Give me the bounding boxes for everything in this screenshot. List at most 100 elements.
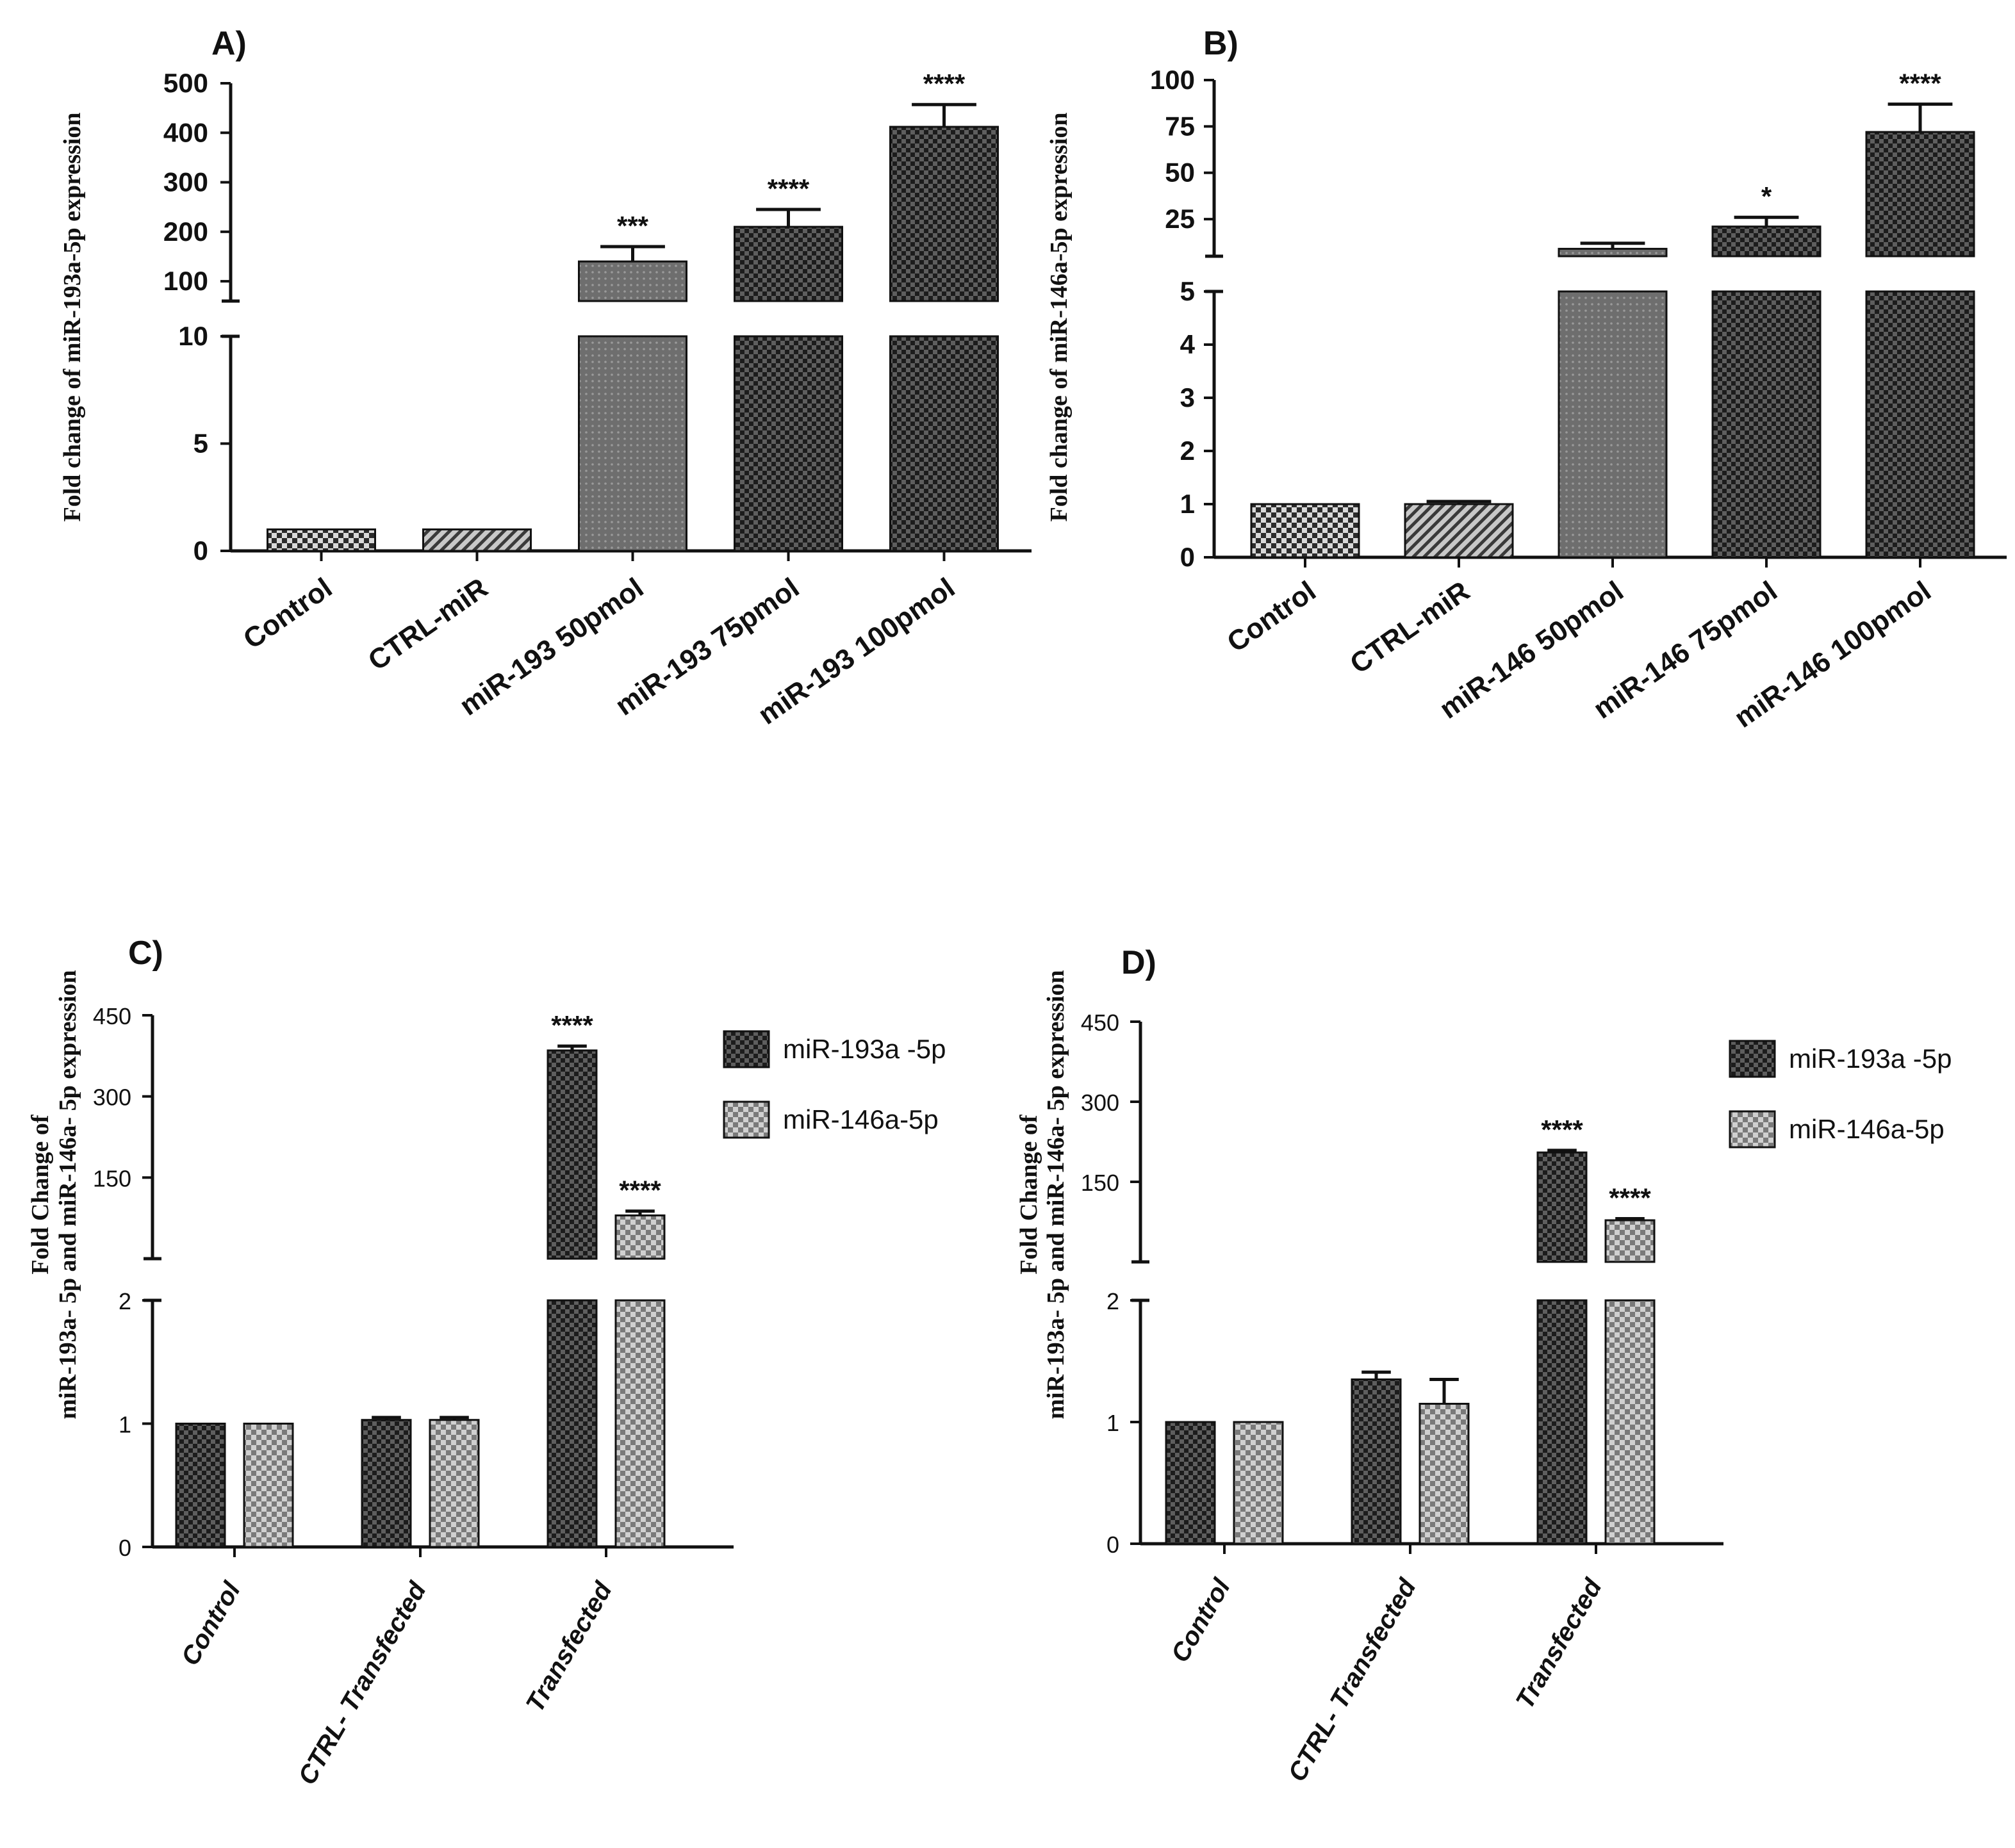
y-axis-label: Fold change of miR-193a-5p expression [59, 113, 86, 522]
bar [422, 528, 532, 552]
significance-marker: **** [619, 1175, 661, 1206]
y-tick-label: 10 [178, 321, 208, 351]
y-tick-label: 2 [1106, 1288, 1119, 1314]
y-axis-label: Fold change of miR-146a-5p expression [1046, 113, 1073, 522]
bar-upper [1711, 225, 1822, 258]
bar-upper [578, 260, 687, 302]
significance-marker: **** [1899, 69, 1941, 99]
x-tick-label: Control [176, 1577, 247, 1671]
bar-upper [889, 126, 999, 302]
y-tick-label: 450 [93, 1003, 131, 1029]
panel-letter: D) [1121, 944, 1156, 981]
y-tick-label: 150 [93, 1165, 131, 1191]
bar-upper [547, 1049, 598, 1260]
y-tick-label: 300 [93, 1084, 131, 1111]
legend-swatch [723, 1030, 770, 1068]
legend-swatch [1729, 1040, 1776, 1078]
panel-letter: C) [128, 935, 163, 972]
y-tick-label: 100 [163, 266, 208, 296]
x-tick-label: CTRL-miR [363, 572, 493, 677]
legend-swatch [1729, 1110, 1776, 1149]
bar [578, 335, 687, 552]
y-tick-label: 1 [119, 1412, 131, 1438]
y-tick-label: 5 [193, 429, 208, 459]
bar [429, 1419, 480, 1548]
significance-marker: **** [551, 1010, 593, 1040]
y-tick-label: 450 [1081, 1010, 1119, 1036]
bar [243, 1423, 294, 1548]
y-tick-label: 50 [1165, 158, 1195, 188]
y-tick-label: 500 [163, 68, 208, 98]
bar [1558, 290, 1668, 559]
y-tick-label: 100 [1150, 65, 1195, 95]
bar [1351, 1378, 1402, 1545]
bar-upper [1558, 247, 1668, 258]
panel-letter: B) [1203, 25, 1238, 62]
y-tick-label: 2 [119, 1288, 131, 1314]
legend-label: miR-146a-5p [1789, 1114, 1945, 1144]
bar-upper [734, 225, 843, 302]
significance-marker: **** [923, 69, 966, 99]
legend-swatch [723, 1100, 770, 1139]
y-tick-label: 75 [1165, 111, 1195, 141]
bar [175, 1423, 226, 1548]
y-tick-label: 25 [1165, 204, 1195, 234]
y-axis-label: miR-193a- 5p and miR-146a- 5p expression [54, 970, 81, 1419]
y-tick-label: 400 [163, 117, 208, 147]
x-tick-label: CTRL- Transfected [1283, 1573, 1422, 1787]
y-tick-label: 3 [1180, 382, 1195, 413]
significance-marker: *** [617, 211, 649, 241]
y-tick-label: 2 [1180, 436, 1195, 466]
panel-a-chart: A) 0 5 10 100 200 300 400 500 Fold change of miR-… [59, 25, 1032, 731]
bar [361, 1419, 412, 1548]
bar [614, 1299, 666, 1548]
y-tick-label: 200 [163, 217, 208, 247]
significance-marker: **** [1609, 1183, 1651, 1213]
bar [1711, 290, 1822, 559]
bar [1404, 503, 1514, 559]
x-tick-label: Transfected [1511, 1573, 1608, 1713]
panel-c-chart: C) 0 1 2 150 300 450 Fold Change of miR-193a- 5p… [27, 935, 946, 1790]
y-tick-label: 300 [163, 167, 208, 197]
y-tick-label: 4 [1180, 329, 1196, 359]
bar [547, 1299, 598, 1548]
bar [267, 528, 376, 552]
y-axis-label: Fold Change of [1016, 1114, 1042, 1274]
x-tick-label: Control [1222, 575, 1322, 658]
significance-marker: **** [1541, 1115, 1583, 1145]
bar [1604, 1299, 1656, 1545]
bar-upper [1604, 1219, 1656, 1263]
x-tick-label: Control [1166, 1574, 1237, 1667]
bar [889, 335, 999, 552]
y-axis-label: miR-193a- 5p and miR-146a- 5p expression [1042, 970, 1069, 1419]
significance-marker: **** [768, 174, 810, 204]
y-tick-label: 0 [119, 1535, 131, 1561]
y-tick-label: 0 [1106, 1532, 1119, 1558]
x-tick-label: Control [238, 572, 338, 655]
bar [1250, 503, 1360, 559]
legend-label: miR-193a -5p [1789, 1043, 1952, 1074]
bar [1419, 1403, 1470, 1545]
y-axis-label: Fold Change of [27, 1114, 54, 1274]
bar [1865, 290, 1975, 559]
y-tick-label: 0 [1180, 542, 1195, 572]
panel-d-chart: D) 0 1 2 150 300 450 Fold Change of miR-193a- 5p… [1016, 944, 1952, 1787]
bar [1165, 1421, 1216, 1545]
bar-upper [614, 1214, 666, 1260]
panel-b-chart: B) 0 1 2 3 4 5 25 50 75 100 Fold change of miR-146a… [1046, 25, 2007, 734]
significance-marker: * [1761, 181, 1772, 211]
legend-label: miR-193a -5p [783, 1034, 946, 1064]
bar [1536, 1299, 1588, 1545]
y-tick-label: 0 [193, 536, 208, 566]
y-tick-label: 1 [1180, 489, 1195, 519]
y-tick-label: 300 [1081, 1090, 1119, 1116]
y-tick-label: 5 [1180, 276, 1195, 306]
y-tick-label: 150 [1081, 1170, 1119, 1196]
bar-upper [1536, 1151, 1588, 1263]
panel-letter: A) [211, 25, 247, 62]
x-tick-label: CTRL-miR [1344, 575, 1475, 680]
x-tick-label: Transfected [521, 1576, 618, 1717]
bar-upper [1865, 131, 1975, 258]
bar [1233, 1421, 1284, 1545]
